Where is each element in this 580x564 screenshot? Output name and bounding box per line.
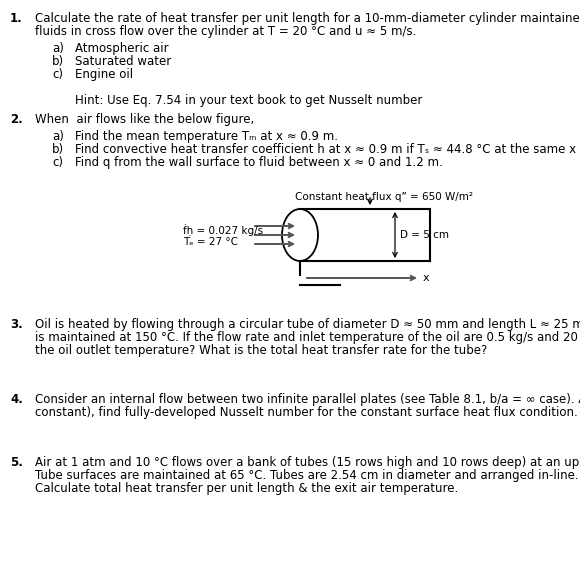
Text: Find q from the wall surface to fluid between x ≈ 0 and 1.2 m.: Find q from the wall surface to fluid be…: [75, 156, 443, 169]
Text: Tₑ = 27 °C: Tₑ = 27 °C: [183, 237, 238, 247]
Text: x: x: [423, 273, 430, 283]
Text: Saturated water: Saturated water: [75, 55, 171, 68]
Text: Consider an internal flow between two infinite parallel plates (see Table 8.1, b: Consider an internal flow between two in…: [35, 393, 580, 406]
Text: 1.: 1.: [10, 12, 23, 25]
Text: c): c): [52, 68, 63, 81]
Text: ḟḥ = 0.027 kg/s: ḟḥ = 0.027 kg/s: [183, 224, 263, 236]
Text: fluids in cross flow over the cylinder at T = 20 °C and u ≈ 5 m/s.: fluids in cross flow over the cylinder a…: [35, 25, 416, 38]
Text: a): a): [52, 130, 64, 143]
Text: Air at 1 atm and 10 °C flows over a bank of tubes (15 rows high and 10 rows deep: Air at 1 atm and 10 °C flows over a bank…: [35, 456, 580, 469]
Text: a): a): [52, 42, 64, 55]
Text: c): c): [52, 156, 63, 169]
Text: the oil outlet temperature? What is the total heat transfer rate for the tube?: the oil outlet temperature? What is the …: [35, 344, 487, 357]
Text: Calculate total heat transfer per unit length & the exit air temperature.: Calculate total heat transfer per unit l…: [35, 482, 458, 495]
Text: is maintained at 150 °C. If the flow rate and inlet temperature of the oil are 0: is maintained at 150 °C. If the flow rat…: [35, 331, 580, 344]
Text: 3.: 3.: [10, 318, 23, 331]
Text: Constant heat flux q” = 650 W/m²: Constant heat flux q” = 650 W/m²: [295, 192, 473, 202]
Text: Find convective heat transfer coefficient h at x ≈ 0.9 m if Tₛ ≈ 44.8 °C at the : Find convective heat transfer coefficien…: [75, 143, 580, 156]
Text: 4.: 4.: [10, 393, 23, 406]
Text: b): b): [52, 55, 64, 68]
Text: Oil is heated by flowing through a circular tube of diameter D ≈ 50 mm and lengt: Oil is heated by flowing through a circu…: [35, 318, 580, 331]
Text: Engine oil: Engine oil: [75, 68, 133, 81]
Text: Calculate the rate of heat transfer per unit length for a 10-mm-diameter cylinde: Calculate the rate of heat transfer per …: [35, 12, 580, 25]
Text: Tube surfaces are maintained at 65 °C. Tubes are 2.54 cm in diameter and arrange: Tube surfaces are maintained at 65 °C. T…: [35, 469, 580, 482]
Text: When  air flows like the below figure,: When air flows like the below figure,: [35, 113, 254, 126]
Text: 2.: 2.: [10, 113, 23, 126]
Text: b): b): [52, 143, 64, 156]
Text: Find the mean temperature Tₘ at x ≈ 0.9 m.: Find the mean temperature Tₘ at x ≈ 0.9 …: [75, 130, 338, 143]
Text: D = 5 cm: D = 5 cm: [400, 230, 449, 240]
Text: Atmospheric air: Atmospheric air: [75, 42, 169, 55]
Text: constant), find fully-developed Nusselt number for the constant surface heat flu: constant), find fully-developed Nusselt …: [35, 406, 578, 419]
Text: Hint: Use Eq. 7.54 in your text book to get Nusselt number: Hint: Use Eq. 7.54 in your text book to …: [75, 94, 422, 107]
Text: 5.: 5.: [10, 456, 23, 469]
